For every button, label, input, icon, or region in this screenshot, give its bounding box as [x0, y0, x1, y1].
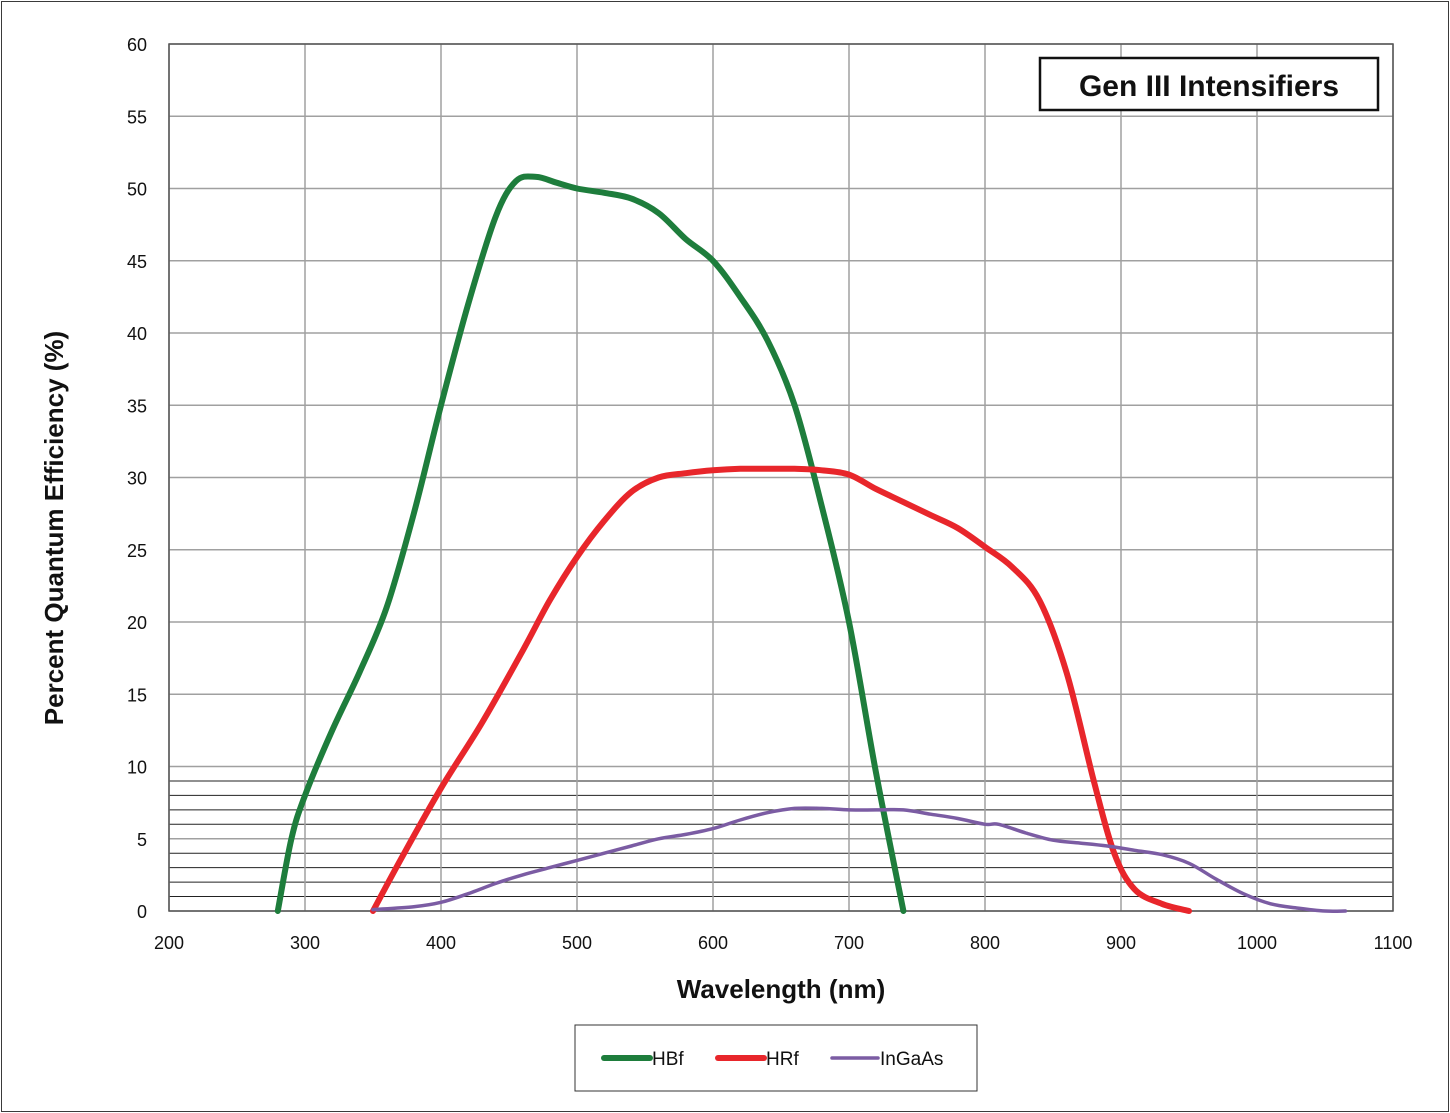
y-tick-label: 50 [127, 180, 147, 200]
x-tick-label: 1000 [1237, 933, 1277, 953]
x-tick-label: 500 [562, 933, 592, 953]
y-tick-label: 0 [137, 902, 147, 922]
series-line-hrf [370, 465, 1192, 914]
x-axis-label: Wavelength (nm) [677, 974, 885, 1004]
x-tick-label: 800 [970, 933, 1000, 953]
chart-title-box: Gen III Intensifiers [1038, 56, 1380, 112]
plot-area-border [168, 43, 1394, 912]
y-tick-label: 25 [127, 541, 147, 561]
y-tick-label: 30 [127, 469, 147, 489]
x-tick-label: 300 [290, 933, 320, 953]
x-tick-label: 400 [426, 933, 456, 953]
y-tick-label: 35 [127, 396, 147, 416]
plot-border [168, 43, 1394, 912]
y-tick-label: 20 [127, 613, 147, 633]
legend: HBf HRf InGaAs [574, 1024, 978, 1092]
y-tick-label: 15 [127, 685, 147, 705]
x-tick-label: 200 [154, 933, 184, 953]
series-lines [274, 173, 1348, 914]
legend-label-ingaas: InGaAs [880, 1049, 943, 1070]
y-tick-label: 10 [127, 758, 147, 778]
x-tick-label: 1100 [1374, 933, 1413, 953]
x-tick-label: 900 [1106, 933, 1136, 953]
chart-title: Gen III Intensifiers [1079, 70, 1339, 103]
legend-label-hrf: HRf [766, 1049, 799, 1070]
grid-lines [168, 43, 1394, 912]
y-axis-label: Percent Quantum Efficiency (%) [39, 331, 69, 725]
x-tick-label: 700 [834, 933, 864, 953]
y-tick-label: 5 [137, 830, 147, 850]
series-line-ingaas [371, 806, 1348, 913]
x-tick-label: 600 [698, 933, 728, 953]
series-line-hbf [274, 173, 907, 914]
y-tick-label: 45 [127, 252, 147, 272]
legend-label-hbf: HBf [652, 1049, 684, 1070]
y-tick-label: 40 [127, 324, 147, 344]
y-tick-label: 55 [127, 107, 147, 127]
y-tick-labels: 0 5 10 15 20 25 30 35 40 45 50 55 60 [127, 35, 147, 922]
x-tick-labels: 200 300 400 500 600 700 800 900 1000 1100 [154, 933, 1412, 953]
y-tick-label: 60 [127, 35, 147, 55]
